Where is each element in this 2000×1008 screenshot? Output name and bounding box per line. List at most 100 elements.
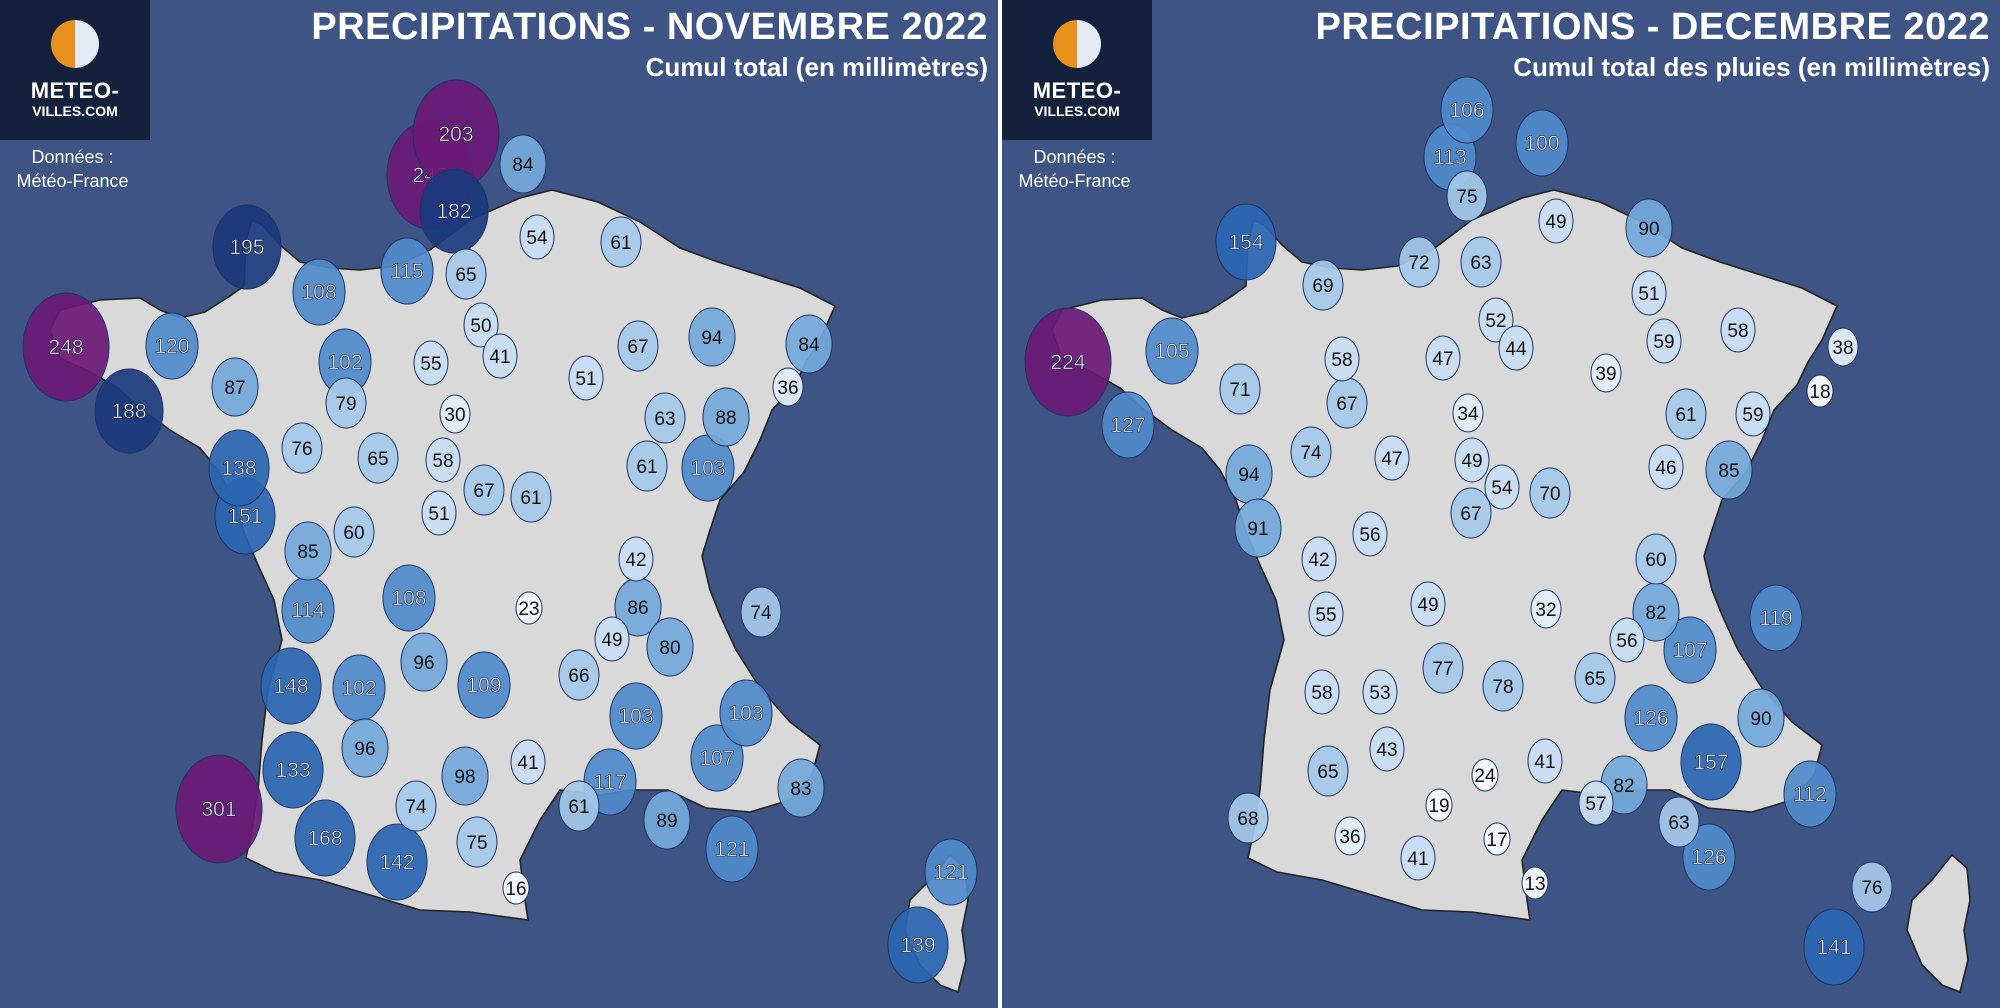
station-marker: 51: [1631, 270, 1667, 316]
station-marker: 248: [22, 292, 110, 402]
station-bubble: [1609, 617, 1645, 663]
station-value: 50: [470, 316, 491, 337]
station-value: 113: [1433, 146, 1466, 169]
station-marker: 61: [1665, 388, 1707, 440]
station-value: 30: [444, 405, 465, 426]
station-marker: 107: [690, 724, 744, 792]
station-value: 78: [1492, 677, 1513, 698]
station-marker: 138: [208, 429, 270, 507]
station-bubble: [1452, 393, 1484, 433]
station-value: 49: [601, 630, 622, 651]
station-bubble: [1624, 684, 1678, 752]
station-marker: 119: [1749, 584, 1803, 652]
sun-moon-icon: [51, 20, 99, 68]
station-value: 49: [1417, 595, 1438, 616]
station-value: 108: [391, 587, 426, 610]
station-value: 79: [335, 394, 356, 415]
station-marker: 148: [260, 647, 322, 725]
station-value: 61: [568, 797, 589, 818]
station-value: 138: [221, 457, 256, 480]
station-value: 65: [1584, 669, 1605, 690]
station-value: 41: [1407, 849, 1428, 870]
station-bubble: [702, 387, 750, 447]
station-marker: 67: [1450, 487, 1492, 539]
station-marker: 54: [1484, 464, 1520, 510]
station-bubble: [1749, 584, 1803, 652]
station-value: 55: [1315, 605, 1336, 626]
station-bubble: [1362, 669, 1398, 715]
station-marker: 63: [1658, 796, 1700, 848]
station-value: 34: [1457, 404, 1479, 425]
station-bubble: [292, 258, 346, 326]
station-bubble: [145, 312, 199, 380]
station-bubble: [1410, 581, 1446, 627]
station-bubble: [212, 204, 282, 290]
station-bubble: [1215, 203, 1277, 281]
station-value: 58: [1727, 321, 1748, 342]
station-marker: 61: [600, 216, 642, 268]
station-marker: 42: [1301, 536, 1337, 582]
station-marker: 41: [1527, 738, 1563, 784]
source-label: Données :: [31, 147, 114, 167]
station-marker: 72: [1398, 236, 1440, 288]
station-value: 47: [1432, 349, 1453, 370]
station-bubble: [284, 521, 332, 581]
map-subtitle: Cumul total des pluies (en millimètres): [1513, 52, 1990, 82]
station-bubble: [646, 617, 694, 677]
station-value: 36: [777, 378, 798, 399]
station-marker: 114: [281, 576, 335, 644]
site-logo: METEO- VILLES.COM: [0, 0, 150, 140]
station-marker: 157: [1680, 723, 1742, 801]
station-marker: 102: [332, 654, 386, 722]
station-value: 106: [1449, 99, 1484, 122]
station-bubble: [1590, 353, 1622, 393]
station-value: 87: [224, 378, 245, 399]
station-value: 69: [1312, 276, 1333, 297]
station-value: 86: [627, 598, 648, 619]
station-marker: 36: [772, 367, 804, 407]
station-value: 203: [438, 123, 473, 146]
station-bubble: [341, 718, 389, 778]
station-value: 82: [1613, 776, 1634, 797]
station-bubble: [445, 248, 487, 300]
station-bubble: [609, 682, 663, 750]
station-bubble: [1440, 76, 1494, 144]
station-value: 83: [790, 779, 811, 800]
station-value: 41: [517, 753, 538, 774]
station-marker: 56: [1609, 617, 1645, 663]
station-value: 61: [520, 488, 541, 509]
station-value: 94: [701, 328, 723, 349]
station-marker: 30: [439, 394, 471, 434]
station-bubble: [1720, 307, 1756, 353]
station-value: 68: [1237, 809, 1258, 830]
station-marker: 19: [1425, 788, 1453, 822]
station-marker: 67: [1326, 377, 1368, 429]
station-marker: 70: [1529, 467, 1571, 519]
station-marker: 61: [510, 471, 552, 523]
station-bubble: [1308, 591, 1344, 637]
station-bubble: [395, 780, 437, 832]
station-value: 120: [154, 335, 189, 358]
france-map: 224 157 154 141 127 126 126 119 113 112 107 106 105 1…: [1024, 76, 1971, 994]
station-bubble: [457, 651, 511, 719]
station-marker: 85: [1705, 440, 1753, 500]
station-value: 90: [1750, 709, 1771, 730]
station-marker: 80: [646, 617, 694, 677]
station-bubble: [1625, 198, 1673, 258]
station-value: 36: [1339, 827, 1360, 848]
station-bubble: [600, 216, 642, 268]
station-bubble: [1352, 511, 1388, 557]
station-value: 52: [1485, 311, 1506, 332]
station-value: 58: [1311, 683, 1332, 704]
station-value: 67: [1460, 504, 1481, 525]
station-marker: 66: [558, 649, 600, 701]
station-bubble: [740, 586, 782, 638]
station-bubble: [705, 815, 759, 883]
station-bubble: [1803, 908, 1865, 986]
station-marker: 301: [175, 754, 263, 864]
station-bubble: [1471, 758, 1499, 792]
source-name: Météo-France: [1018, 171, 1131, 191]
station-bubble: [519, 214, 555, 260]
station-marker: 52: [1478, 297, 1514, 343]
station-value: 127: [1110, 414, 1145, 437]
